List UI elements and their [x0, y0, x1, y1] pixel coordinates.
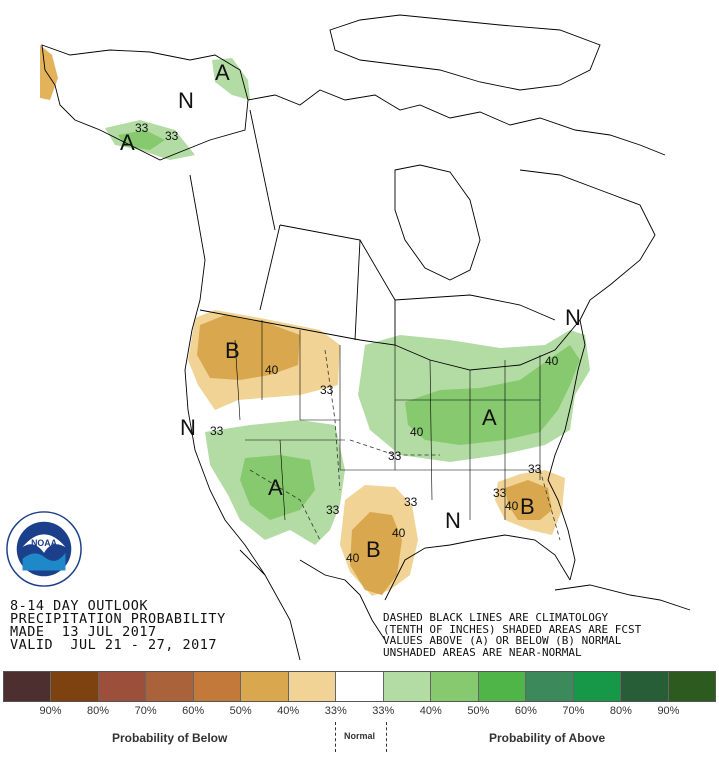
outline-canada-north: [247, 89, 666, 156]
label-B-northwest: B: [225, 338, 240, 363]
legend-label: 70%: [562, 705, 585, 717]
iso-nw-33: 33: [320, 383, 334, 397]
iso-ne-33: 33: [388, 449, 402, 463]
outline-east-canada: [519, 169, 656, 321]
outline-canada-provinces: [249, 109, 556, 345]
geography-outlines: [41, 14, 691, 661]
legend-label: 90%: [657, 705, 680, 717]
precipitation-outlook-map: A N A 33 33 B 40 33 N 33 A 33 A 40 40 33…: [40, 14, 691, 661]
legend-label: 70%: [134, 705, 157, 717]
legend-swatch: [431, 672, 479, 701]
label-B-texas: B: [366, 537, 381, 562]
iso-se-40: 40: [505, 499, 519, 513]
title-line-1: 8-14 DAY OUTLOOK: [10, 598, 149, 614]
legend-above-title: Probability of Above: [489, 731, 606, 745]
outline-hudson-bay: [394, 164, 481, 281]
outlook-title: 8-14 DAY OUTLOOK PRECIPITATION PROBABILIT…: [10, 598, 226, 653]
above-area-southwest-40: [240, 455, 315, 520]
label-B-southeast: B: [520, 494, 535, 519]
legend-label: 33%: [324, 705, 347, 717]
legend-swatch: [383, 672, 432, 701]
iso-ak-33b: 33: [165, 129, 179, 143]
title-line-3: MADE 13 JUL 2017: [10, 624, 157, 640]
legend-normal-title: Normal: [344, 731, 376, 741]
iso-tx-40a: 40: [392, 526, 406, 540]
legend-label: 50%: [229, 705, 252, 717]
iso-tx-40b: 40: [346, 551, 360, 565]
outline-mexico: [239, 549, 386, 641]
label-A-southwest: A: [268, 475, 283, 500]
title-line-4: VALID JUL 21 - 27, 2017: [10, 637, 218, 653]
legend-label: 90%: [39, 705, 62, 717]
iso-se-33b: 33: [493, 486, 507, 500]
state-lines: [234, 320, 541, 521]
map-notes: DASHED BLACK LINES ARE CLIMATOLOGY (TENTH…: [383, 612, 641, 658]
below-area-texas-40: [350, 512, 402, 595]
legend-swatch: [526, 672, 574, 701]
legend-swatch: [146, 672, 194, 701]
legend-swatch: [621, 672, 669, 701]
legend-swatch: [573, 672, 622, 701]
map-labels: A N A 33 33 B 40 33 N 33 A 33 A 40 40 33…: [120, 60, 581, 565]
note-line-3: VALUES ABOVE (A) OR BELOW (B) NORMAL: [383, 634, 622, 647]
climatology-lines: [249, 349, 561, 541]
title-line-2: PRECIPITATION PROBABILITY: [10, 611, 226, 627]
below-area-northwest-40: [197, 315, 300, 380]
legend-swatch: [288, 672, 337, 701]
iso-ne-40b: 40: [545, 354, 559, 368]
iso-se-33a: 33: [528, 462, 542, 476]
legend-swatch: [193, 672, 242, 701]
outline-us-canada-border: [199, 309, 581, 371]
label-A-northeast: A: [482, 405, 497, 430]
outline-gulf-coast: [384, 534, 571, 601]
outline-caribbean: [554, 584, 691, 611]
below-area-southeast-40: [505, 480, 552, 520]
legend-label: 33%: [372, 705, 395, 717]
iso-tx-33: 33: [404, 495, 418, 509]
legend-normal-box: [335, 722, 387, 752]
note-line-4: UNSHADED AREAS ARE NEAR-NORMAL: [383, 645, 582, 659]
legend-swatch: [668, 672, 716, 701]
note-line-2: (TENTH OF INCHES) SHADED AREAS ARE FCST: [383, 622, 642, 636]
outline-west-coast: [184, 174, 301, 661]
outline-us-east-coast: [547, 319, 586, 581]
legend-label: 40%: [419, 705, 442, 717]
iso-sw-33b: 33: [326, 503, 340, 517]
iso-sw-33: 33: [210, 424, 224, 438]
label-A-northwest-alaska: A: [215, 60, 230, 85]
legend-swatch: [98, 672, 147, 701]
note-line-1: DASHED BLACK LINES ARE CLIMATOLOGY: [383, 611, 609, 624]
legend-label: 60%: [514, 705, 537, 717]
iso-nw-40: 40: [265, 363, 279, 377]
legend-swatch: [4, 672, 52, 701]
label-A-alaska-panhandle: A: [120, 130, 135, 155]
legend-label: 50%: [467, 705, 490, 717]
below-area-alaska-west: [40, 45, 58, 100]
legend-label: 80%: [609, 705, 632, 717]
legend-swatch: [241, 672, 289, 701]
iso-ak-33a: 33: [135, 121, 149, 135]
legend-color-bar: [3, 671, 716, 702]
label-N-northeast: N: [565, 305, 581, 330]
noaa-logo: NOAA: [6, 511, 82, 587]
outline-alaska: [41, 44, 249, 161]
legend-label: 60%: [182, 705, 205, 717]
legend-below-title: Probability of Below: [112, 731, 228, 745]
legend-label: 40%: [277, 705, 300, 717]
label-N-alaska: N: [178, 88, 194, 113]
label-N-west: N: [180, 415, 196, 440]
iso-ne-40a: 40: [410, 425, 424, 439]
above-area-northeast-40: [405, 345, 580, 445]
legend-swatch: [51, 672, 99, 701]
shaded-areas: [40, 45, 590, 596]
legend-label: 80%: [87, 705, 110, 717]
outline-arctic-islands: [329, 14, 601, 91]
above-area-alaska-north: [212, 58, 250, 100]
label-N-south: N: [445, 508, 461, 533]
noaa-logo-text: NOAA: [31, 538, 57, 548]
legend-swatch: [478, 672, 527, 701]
legend-swatch: [336, 672, 384, 701]
